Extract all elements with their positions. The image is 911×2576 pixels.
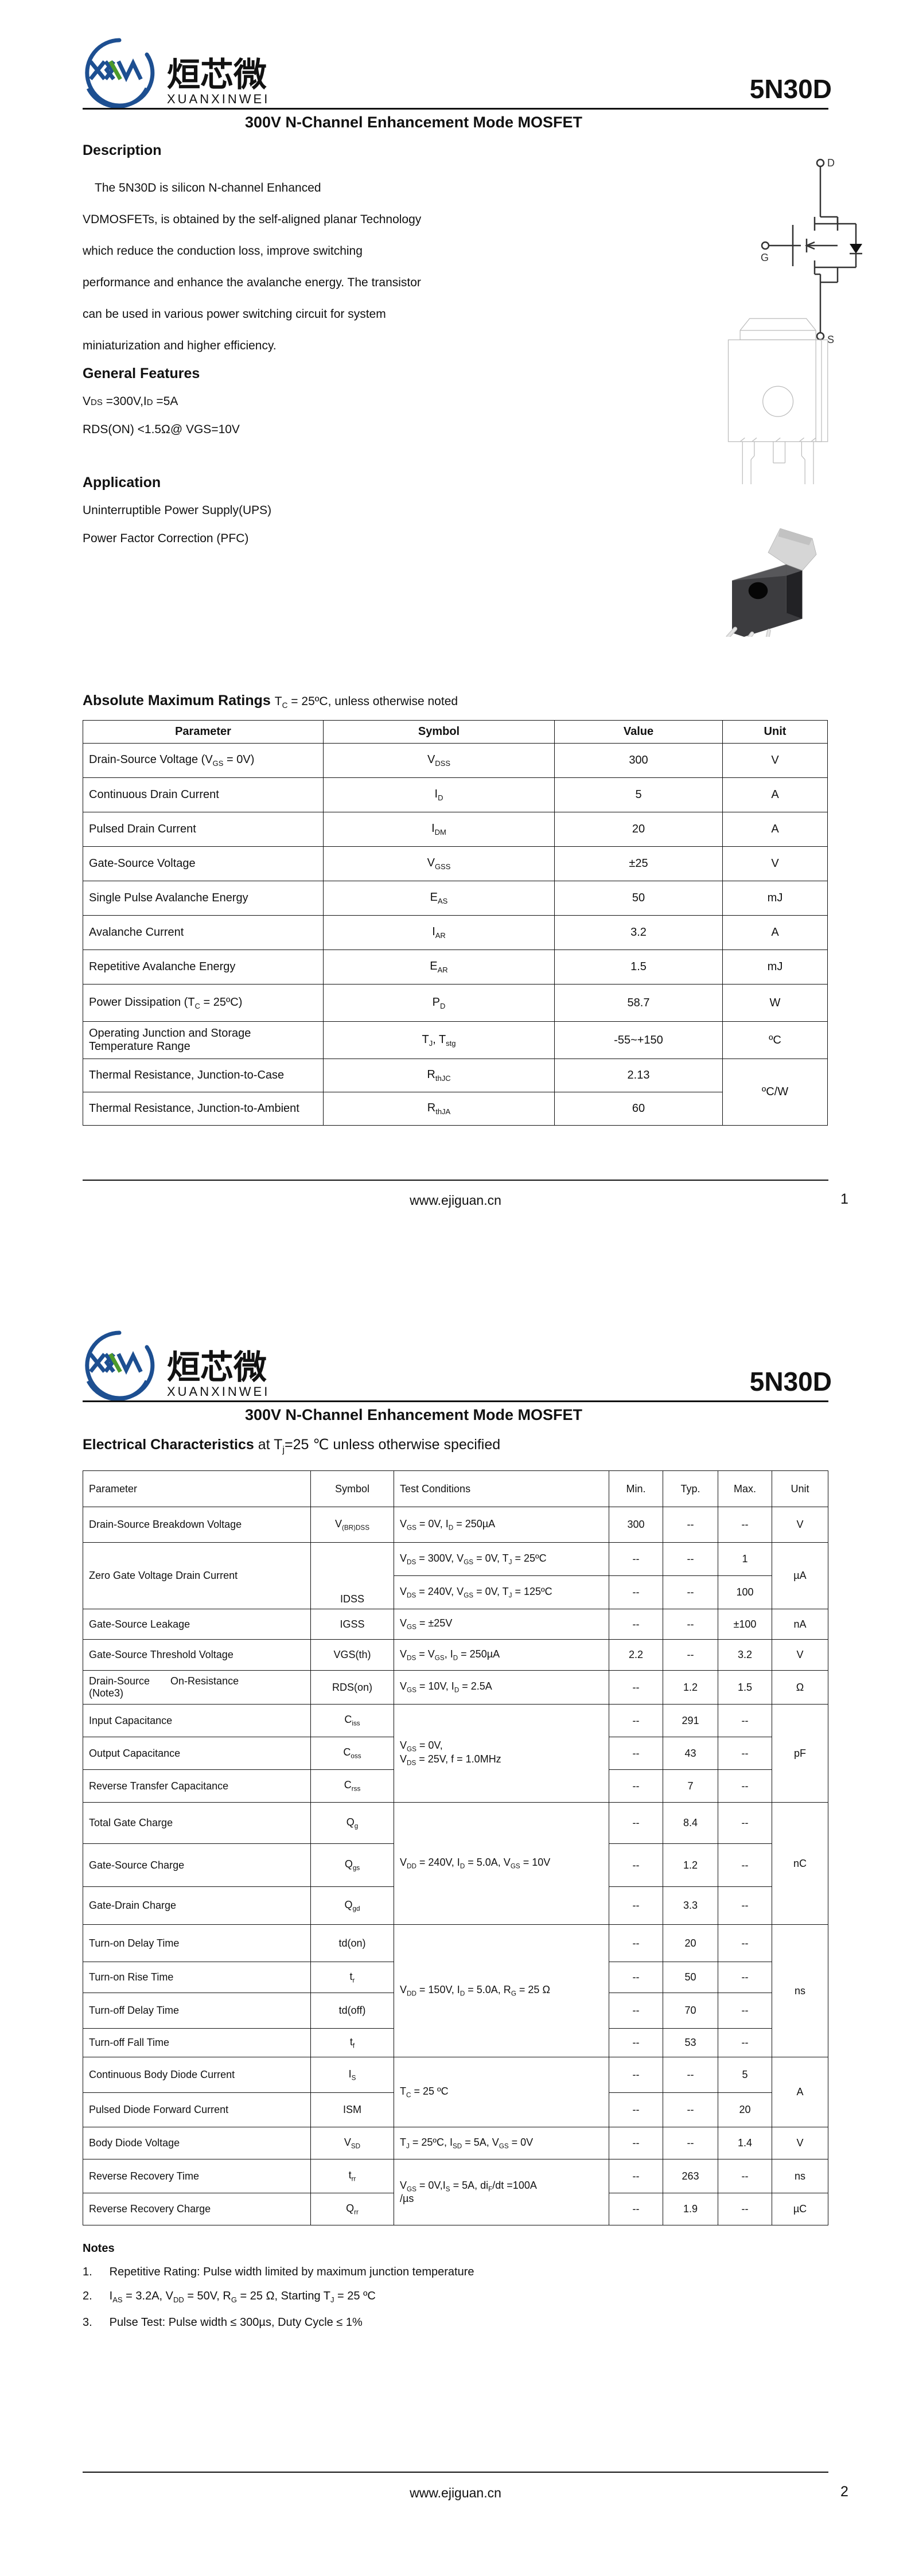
svg-text:D: D: [827, 157, 835, 169]
svg-text:烜芯微: 烜芯微: [167, 1349, 267, 1386]
svg-text:烜芯微: 烜芯微: [167, 56, 267, 94]
svg-text:XUANXINWEI: XUANXINWEI: [167, 1384, 270, 1399]
svg-text:G: G: [761, 252, 769, 263]
svg-text:XUANXINWEI: XUANXINWEI: [167, 92, 270, 106]
